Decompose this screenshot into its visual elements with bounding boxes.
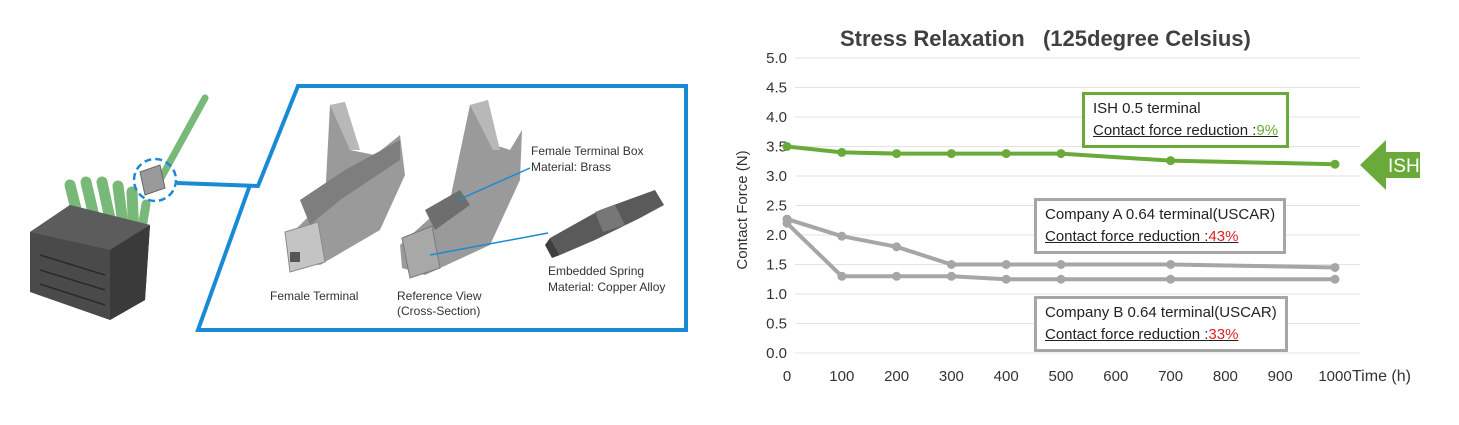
annotation-company-b-reduction-value: 33% xyxy=(1208,326,1239,343)
y-axis-label: Contact Force (N) xyxy=(734,150,751,269)
x-tick-label: 500 xyxy=(1048,368,1073,385)
ish-arrow: ISH xyxy=(1360,140,1420,190)
data-point xyxy=(1330,159,1340,169)
series-lines xyxy=(782,142,1340,284)
data-point xyxy=(1056,149,1066,159)
data-point xyxy=(1330,262,1340,272)
data-point xyxy=(837,271,847,281)
diagram-drawing xyxy=(30,84,688,332)
annotation-company-b-reduction-label: Contact force reduction : xyxy=(1045,326,1209,343)
label-brass: Material: Brass xyxy=(531,160,612,174)
x-tick-label: 100 xyxy=(829,368,854,385)
annotation-company-a-reduction-value: 43% xyxy=(1208,228,1239,245)
annotation-ish-reduction-value: 9% xyxy=(1256,122,1279,139)
label-female-terminal: Female Terminal xyxy=(270,289,359,303)
cross-section-drawing xyxy=(400,100,549,279)
y-tick-label: 4.5 xyxy=(766,80,787,97)
annotation-ish-reduction-label: Contact force reduction : xyxy=(1093,122,1257,139)
x-tick-label: 300 xyxy=(939,368,964,385)
x-tick-label: 700 xyxy=(1158,368,1183,385)
data-point xyxy=(946,271,956,281)
data-point xyxy=(1166,260,1176,269)
x-tick-label: 400 xyxy=(994,368,1019,385)
annotation-ish-name: ISH 0.5 terminal xyxy=(1093,100,1201,117)
y-tick-label: 3.5 xyxy=(766,139,787,156)
callout-frame xyxy=(176,84,688,332)
data-point xyxy=(892,271,902,281)
stress-relaxation-chart: Stress Relaxation (125degree Celsius) 0.… xyxy=(720,0,1459,420)
annotation-company-a: Company A 0.64 terminal(USCAR) Contact f… xyxy=(1034,198,1287,254)
x-axis-label: Time (h) xyxy=(1352,368,1411,385)
y-tick-label: 0.5 xyxy=(766,316,787,333)
chart-title: Stress Relaxation (125degree Celsius) xyxy=(840,26,1251,51)
label-terminal-box: Female Terminal Box xyxy=(531,144,644,158)
x-tick-label: 800 xyxy=(1213,368,1238,385)
label-embedded-spring: Embedded Spring xyxy=(548,264,645,278)
data-point xyxy=(1330,274,1340,284)
label-reference-view: Reference View xyxy=(397,289,482,303)
connector-housing xyxy=(30,205,150,320)
annotation-company-b: Company B 0.64 terminal(USCAR) Contact f… xyxy=(1034,296,1288,352)
y-tick-label: 2.5 xyxy=(766,198,787,215)
data-point xyxy=(946,260,956,269)
x-tick-label: 0 xyxy=(783,368,791,385)
x-tick-label: 200 xyxy=(884,368,909,385)
data-point xyxy=(1001,260,1011,269)
series-line-1 xyxy=(786,217,1336,270)
annotation-company-a-reduction-label: Contact force reduction : xyxy=(1045,228,1209,245)
x-tick-label: 1000 xyxy=(1318,368,1351,385)
data-point xyxy=(892,149,902,159)
data-point xyxy=(837,231,847,241)
data-point xyxy=(1056,260,1066,269)
embedded-spring-drawing xyxy=(545,190,664,258)
ish-arrow-label: ISH xyxy=(1388,156,1420,177)
data-point xyxy=(946,149,956,159)
y-tick-labels: 0.0 0.5 1.0 1.5 2.0 2.5 3.0 3.5 4.0 4.5 5.0 xyxy=(766,50,787,362)
data-point xyxy=(1056,274,1066,284)
x-tick-labels: 0 100 200 300 400 500 600 700 800 900 1000 xyxy=(783,368,1352,385)
y-tick-label: 3.0 xyxy=(766,168,787,185)
data-point xyxy=(1166,274,1176,284)
annotation-company-b-name: Company B 0.64 terminal(USCAR) xyxy=(1045,304,1277,321)
annotation-company-a-name: Company A 0.64 terminal(USCAR) xyxy=(1045,206,1276,223)
data-point xyxy=(782,218,792,228)
data-point xyxy=(1166,156,1176,166)
series-line-2 xyxy=(785,221,1335,282)
label-copper-alloy: Material: Copper Alloy xyxy=(548,280,666,294)
single-wire xyxy=(156,94,209,184)
y-tick-label: 5.0 xyxy=(766,50,787,67)
x-tick-label: 900 xyxy=(1268,368,1293,385)
data-point xyxy=(1001,149,1011,159)
label-cross-section: (Cross-Section) xyxy=(397,304,481,318)
series-line-0 xyxy=(786,144,1336,167)
data-point xyxy=(1001,274,1011,284)
magnifier-circle xyxy=(132,157,178,203)
y-tick-label: 1.0 xyxy=(766,286,787,303)
x-tick-label: 600 xyxy=(1103,368,1128,385)
y-tick-label: 1.5 xyxy=(766,257,787,274)
annotation-ish: ISH 0.5 terminal Contact force reduction… xyxy=(1082,92,1290,148)
female-terminal-drawing xyxy=(284,102,405,273)
y-tick-label: 4.0 xyxy=(766,109,787,126)
data-point xyxy=(892,242,902,252)
wire-bundle xyxy=(64,94,209,245)
y-tick-label: 2.0 xyxy=(766,227,787,244)
terminal-diagram: Female Terminal Reference View (Cross-Se… xyxy=(0,0,720,420)
terminal-thumbnail xyxy=(132,157,178,203)
y-tick-label: 0.0 xyxy=(766,345,787,362)
data-point xyxy=(782,142,792,151)
data-point xyxy=(837,147,847,157)
